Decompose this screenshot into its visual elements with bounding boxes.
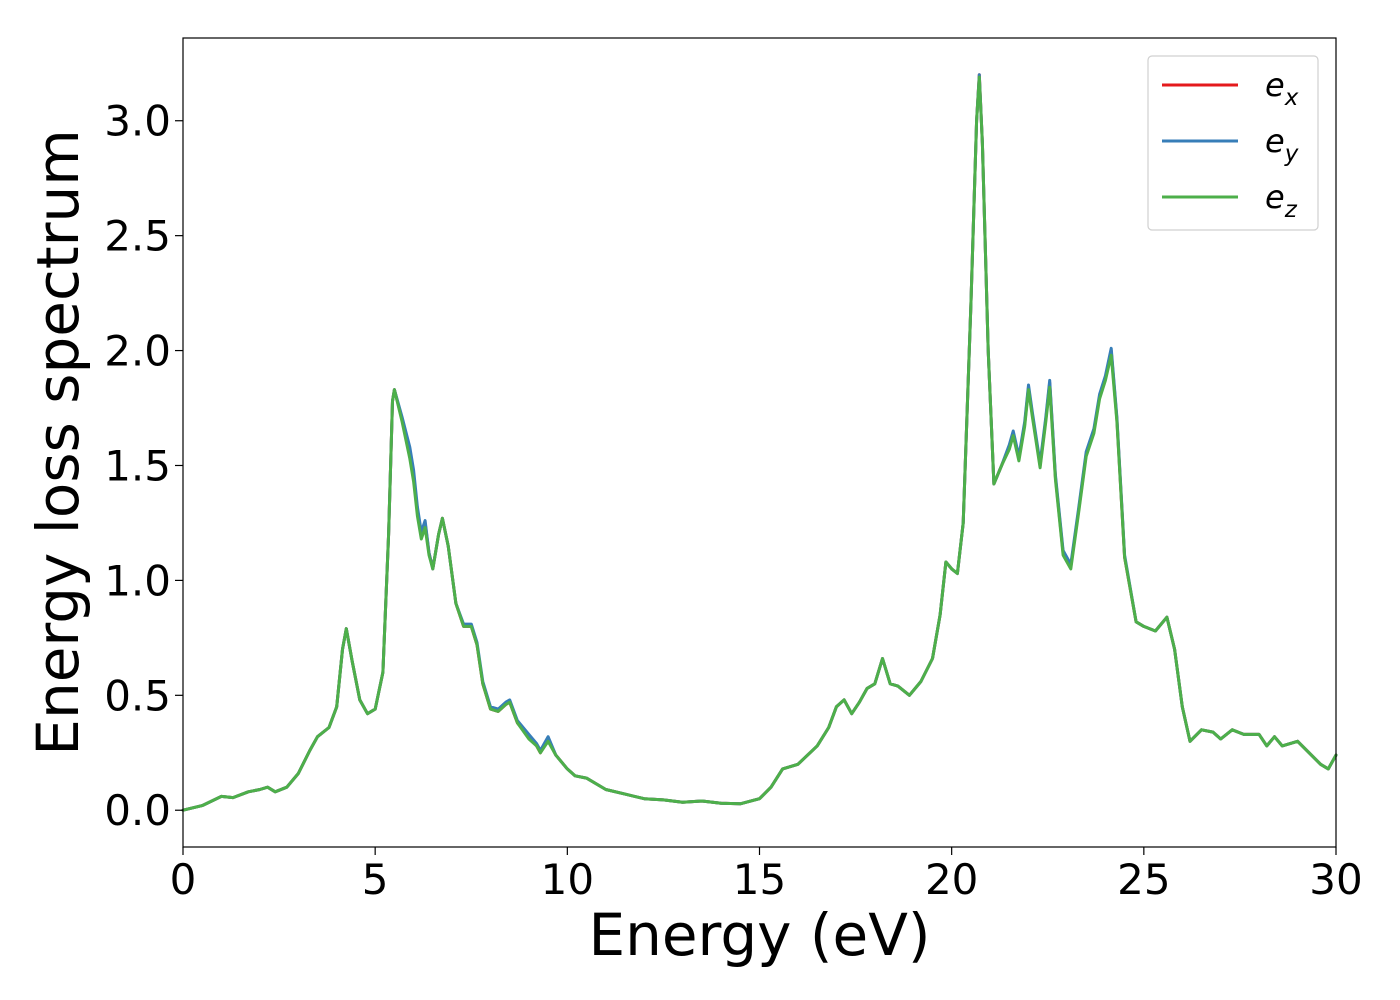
x-tick-label: 5 — [362, 855, 389, 904]
legend-label-x: ex — [1265, 66, 1299, 111]
x-axis: 0 5 10 15 20 25 30 — [170, 847, 1363, 904]
y-tick-label: 0.0 — [104, 786, 171, 835]
legend: ex ey ez — [1147, 55, 1319, 231]
y-tick-label: 3.0 — [104, 97, 171, 146]
legend-label-y: ey — [1265, 122, 1299, 167]
x-tick-label: 0 — [170, 855, 197, 904]
y-tick-label: 2.5 — [104, 212, 171, 261]
plot-area — [183, 38, 1336, 847]
y-tick-label: 1.0 — [104, 556, 171, 605]
y-tick-label: 0.5 — [104, 671, 171, 720]
y-tick-label: 1.5 — [104, 441, 171, 490]
series-layer — [181, 73, 1338, 812]
y-axis: 0.0 0.5 1.0 1.5 2.0 2.5 3.0 — [104, 97, 183, 835]
legend-label-z: ez — [1265, 178, 1298, 223]
x-tick-label: 30 — [1309, 855, 1362, 904]
x-axis-label: Energy (eV) — [588, 901, 930, 969]
x-tick-label: 10 — [541, 855, 594, 904]
series-line-e-z — [181, 75, 1338, 812]
x-tick-label: 15 — [733, 855, 786, 904]
y-tick-label: 2.0 — [104, 327, 171, 376]
y-axis-label: Energy loss spectrum — [24, 129, 92, 755]
x-tick-label: 25 — [1117, 855, 1170, 904]
legend-entries: ex ey ez — [1162, 66, 1299, 223]
legend-frame — [1147, 55, 1319, 231]
x-tick-label: 20 — [925, 855, 978, 904]
